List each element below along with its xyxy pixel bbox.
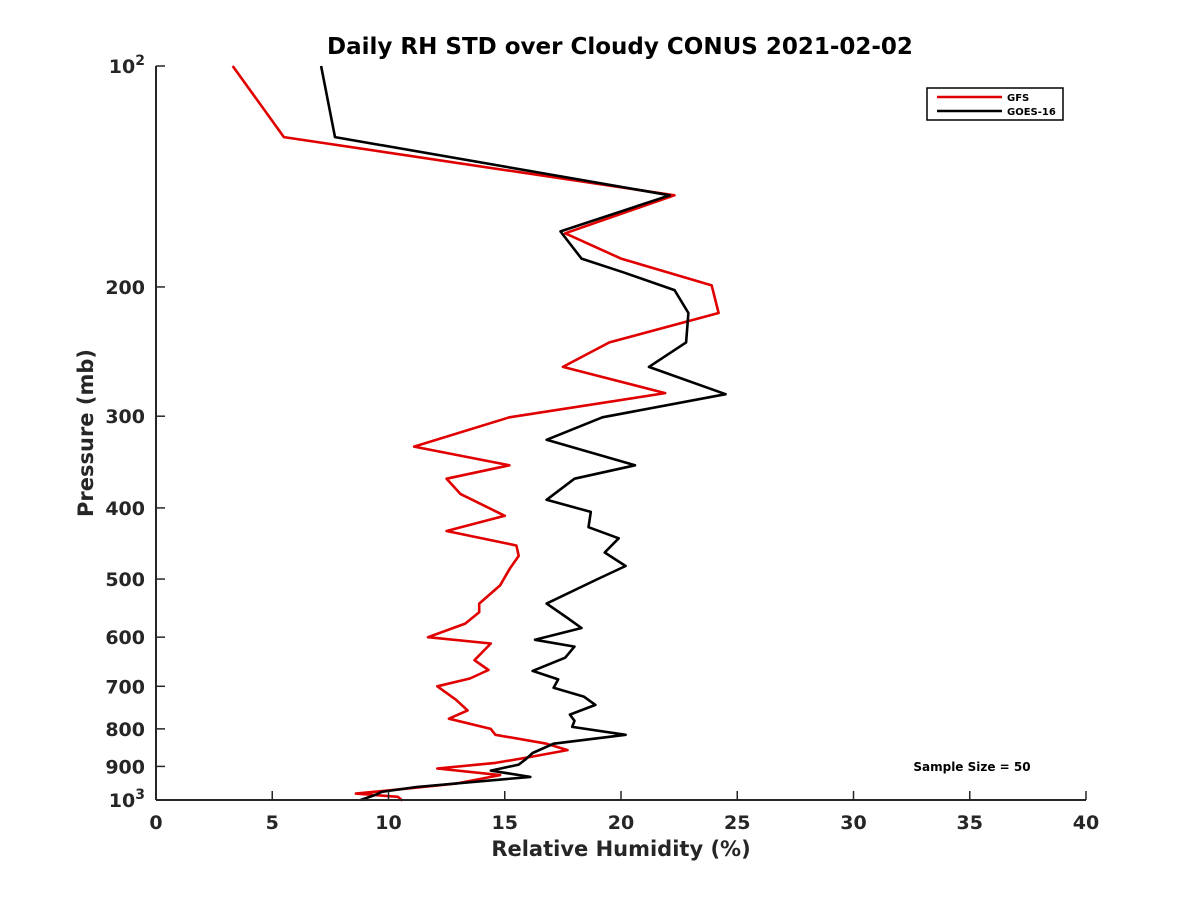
x-tick-label-5: 5: [266, 812, 279, 834]
y-ticks: 102 200 300 400 500 600 700 800 900 103: [105, 53, 165, 812]
x-tick-label-30: 30: [840, 812, 866, 834]
y-tick-label-100: 102: [109, 53, 145, 78]
legend: GFS GOES-16: [926, 87, 1064, 121]
series-line-goes-16: [319, 65, 727, 802]
y-tick-label-1000: 103: [109, 787, 145, 812]
series-line-gfs: [231, 65, 720, 802]
y-tick-label-300: 300: [105, 406, 145, 428]
x-axis-label: Relative Humidity (%): [491, 837, 750, 861]
x-tick-label-10: 10: [375, 812, 401, 834]
y-tick-label-200: 200: [105, 277, 145, 299]
chart-title: Daily RH STD over Cloudy CONUS 2021-02-0…: [327, 34, 913, 60]
y-tick-label-600: 600: [105, 627, 145, 649]
series-layer: [231, 65, 727, 802]
y-tick-label-500: 500: [105, 569, 145, 591]
y-tick-label-900: 900: [105, 756, 145, 778]
y-tick-label-800: 800: [105, 719, 145, 741]
y-tick-label-400: 400: [105, 498, 145, 520]
x-tick-label-20: 20: [608, 812, 634, 834]
x-tick-label-25: 25: [724, 812, 750, 834]
legend-label-gfs: GFS: [1007, 93, 1029, 104]
legend-label-goes-16: GOES-16: [1007, 107, 1056, 118]
y-tick-label-700: 700: [105, 676, 145, 698]
x-tick-label-0: 0: [149, 812, 162, 834]
legend-box: [926, 87, 1064, 121]
x-tick-label-40: 40: [1073, 812, 1099, 834]
x-ticks: 0 5 10 15 20 25 30 35 40: [149, 791, 1099, 834]
legend-entries: GFS GOES-16: [937, 93, 1056, 118]
x-tick-label-35: 35: [957, 812, 983, 834]
x-tick-label-15: 15: [492, 812, 518, 834]
y-axis-label: Pressure (mb): [74, 349, 98, 517]
sample-size-annotation: Sample Size = 50: [913, 760, 1030, 774]
